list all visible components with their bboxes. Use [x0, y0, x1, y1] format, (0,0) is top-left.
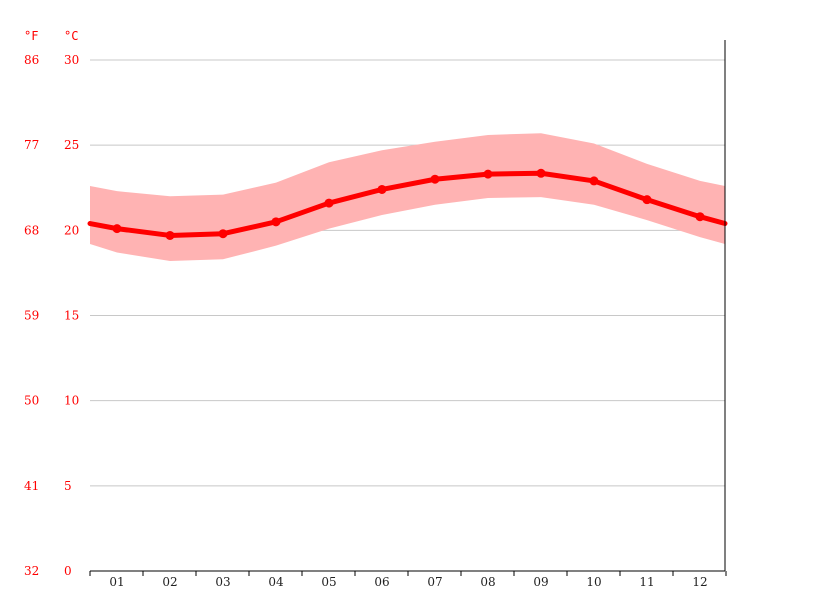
x-tick-label: 02 [162, 575, 177, 589]
y-tick-label-f: 77 [24, 138, 39, 152]
data-point [589, 176, 599, 186]
series-line [87, 170, 728, 238]
data-point [271, 217, 281, 227]
y-tick-label-f: 86 [24, 53, 39, 67]
y-tick-label-c: 10 [64, 394, 79, 408]
x-tick-label: 08 [480, 575, 495, 589]
data-point [483, 169, 493, 179]
axes [89, 40, 727, 576]
x-tick-label: 01 [109, 575, 124, 589]
x-tick-label: 04 [268, 575, 284, 589]
unit-label-fahrenheit: °F [24, 29, 38, 43]
data-point [695, 212, 705, 222]
data-point [536, 168, 546, 178]
y-tick-labels: 86 30 77 25 68 20 59 15 50 10 41 5 32 0 [24, 53, 79, 578]
unit-label-celsius: °C [64, 29, 78, 43]
y-tick-label-c: 30 [64, 53, 79, 67]
x-tick-labels: 01 02 03 04 05 06 07 08 09 10 11 12 [109, 575, 707, 589]
y-tick-label-f: 50 [24, 394, 39, 408]
gridlines [90, 59, 725, 487]
data-point [218, 229, 228, 239]
data-point [430, 174, 440, 184]
data-point [377, 184, 387, 194]
data-point [324, 198, 334, 208]
y-tick-label-c: 5 [64, 479, 72, 493]
range-band [90, 133, 725, 261]
y-tick-label-c: 15 [64, 309, 79, 323]
y-tick-label-c: 20 [64, 223, 79, 237]
x-tick-label: 11 [639, 575, 654, 589]
x-tick-label: 05 [321, 575, 336, 589]
temperature-range-band [90, 133, 725, 261]
data-point [642, 195, 652, 205]
y-tick-label-c: 0 [64, 564, 72, 578]
y-tick-label-f: 59 [24, 309, 39, 323]
x-tick-label: 09 [533, 575, 548, 589]
data-point [112, 224, 122, 234]
x-tick-label: 07 [427, 575, 442, 589]
x-tick-label: 12 [692, 575, 707, 589]
y-tick-label-c: 25 [64, 138, 79, 152]
data-point [165, 230, 175, 240]
x-tick-label: 03 [215, 575, 230, 589]
x-tick-label: 06 [374, 575, 389, 589]
x-tick-label: 10 [586, 575, 601, 589]
y-tick-label-f: 68 [24, 223, 39, 237]
y-tick-label-f: 32 [24, 564, 39, 578]
temperature-series [87, 168, 728, 240]
y-tick-label-f: 41 [24, 479, 39, 493]
